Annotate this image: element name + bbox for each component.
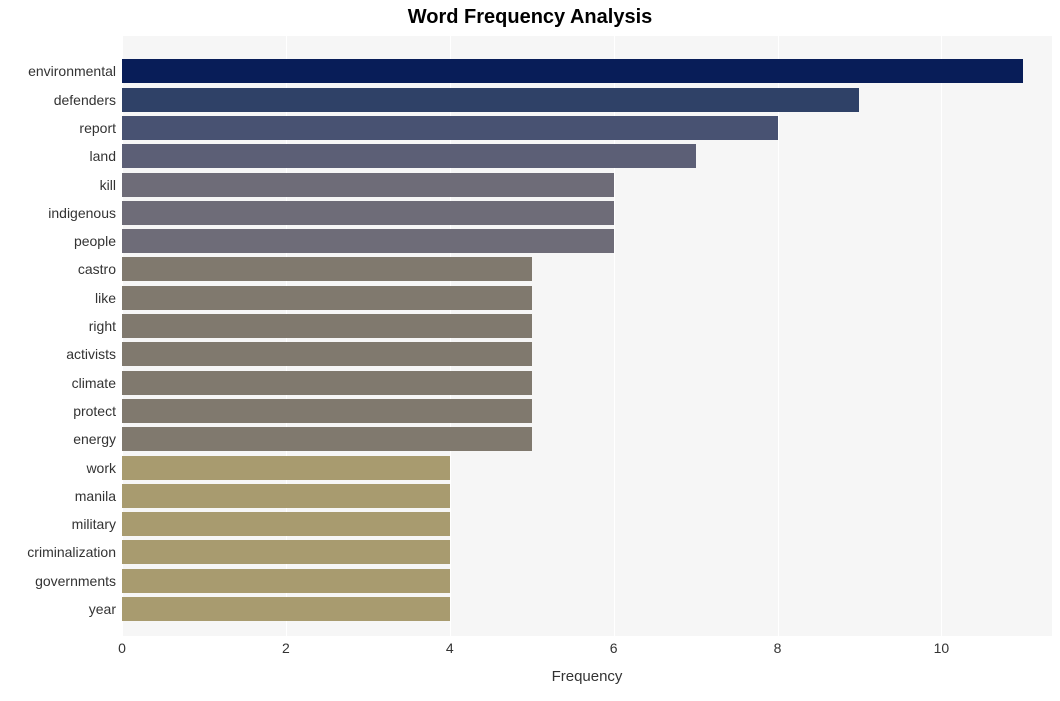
chart-title: Word Frequency Analysis (0, 6, 1060, 29)
x-tick-label: 2 (282, 640, 290, 656)
y-tick-label: land (0, 144, 116, 168)
y-tick-label: protect (0, 399, 116, 423)
y-tick-label: work (0, 456, 116, 480)
y-tick-label: manila (0, 484, 116, 508)
bar (122, 59, 1023, 83)
x-tick-label: 0 (118, 640, 126, 656)
bar (122, 314, 532, 338)
bar (122, 569, 450, 593)
y-tick-label: climate (0, 371, 116, 395)
bar (122, 173, 614, 197)
bar (122, 144, 696, 168)
y-tick-label: right (0, 314, 116, 338)
bar (122, 116, 778, 140)
bar (122, 371, 532, 395)
bar (122, 597, 450, 621)
y-tick-label: indigenous (0, 201, 116, 225)
y-tick-label: like (0, 286, 116, 310)
bar (122, 88, 859, 112)
x-tick-label: 8 (774, 640, 782, 656)
y-tick-label: environmental (0, 59, 116, 83)
bar (122, 286, 532, 310)
bars-layer (122, 36, 1052, 636)
bar (122, 257, 532, 281)
bar (122, 512, 450, 536)
bar (122, 399, 532, 423)
y-tick-label: energy (0, 427, 116, 451)
bar (122, 540, 450, 564)
y-axis-labels: environmental defenders report land kill indi… (0, 36, 116, 636)
x-axis-title: Frequency (122, 668, 1052, 685)
y-tick-label: governments (0, 569, 116, 593)
x-axis-ticks: 0246810 (122, 640, 1052, 660)
y-tick-label: kill (0, 173, 116, 197)
bar (122, 427, 532, 451)
y-tick-label: people (0, 229, 116, 253)
y-tick-label: castro (0, 257, 116, 281)
word-frequency-chart: Word Frequency Analysis environmental def… (0, 0, 1060, 701)
bar (122, 456, 450, 480)
bar (122, 201, 614, 225)
x-tick-label: 4 (446, 640, 454, 656)
bar (122, 484, 450, 508)
y-tick-label: defenders (0, 88, 116, 112)
y-tick-label: activists (0, 342, 116, 366)
y-tick-label: year (0, 597, 116, 621)
y-tick-label: military (0, 512, 116, 536)
plot-area (122, 36, 1052, 636)
x-tick-label: 6 (610, 640, 618, 656)
y-tick-label: report (0, 116, 116, 140)
bar (122, 342, 532, 366)
y-tick-label: criminalization (0, 540, 116, 564)
x-tick-label: 10 (934, 640, 950, 656)
bar (122, 229, 614, 253)
